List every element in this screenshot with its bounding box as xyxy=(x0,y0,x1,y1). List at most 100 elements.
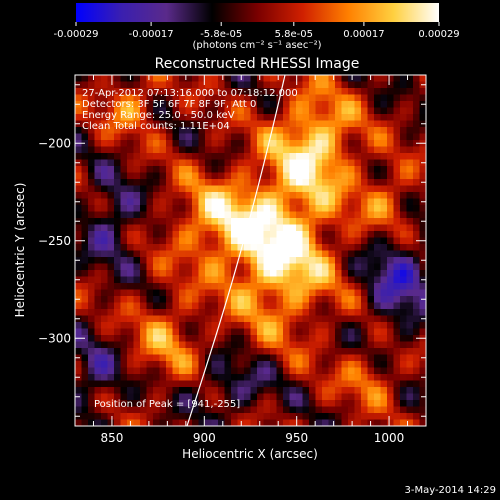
heatmap-cell xyxy=(244,348,252,356)
heatmap-cell xyxy=(328,302,336,310)
heatmap-cell xyxy=(322,127,330,135)
heatmap-cell xyxy=(250,276,258,284)
heatmap-cell xyxy=(133,380,141,388)
heatmap-cell xyxy=(185,75,193,83)
heatmap-cell xyxy=(75,211,83,219)
heatmap-cell xyxy=(335,146,343,154)
heatmap-cell xyxy=(133,205,141,213)
heatmap-cell xyxy=(309,159,317,167)
heatmap-cell xyxy=(198,185,206,193)
heatmap-cell xyxy=(107,205,115,213)
heatmap-cell xyxy=(198,315,206,323)
heatmap-cell xyxy=(419,328,426,336)
heatmap-cell xyxy=(244,185,252,193)
heatmap-cell xyxy=(101,387,109,395)
heatmap-cell xyxy=(218,283,226,291)
heatmap-cell xyxy=(276,302,284,310)
heatmap-cell xyxy=(205,88,213,96)
heatmap-cell xyxy=(413,211,421,219)
heatmap-cell xyxy=(237,361,245,369)
heatmap-cell xyxy=(166,146,174,154)
heatmap-cell xyxy=(211,419,219,426)
heatmap-cell xyxy=(387,185,395,193)
heatmap-cell xyxy=(289,231,297,239)
heatmap-cell xyxy=(94,140,102,148)
heatmap-cell xyxy=(419,205,426,213)
heatmap-cell xyxy=(192,101,200,109)
heatmap-cell xyxy=(315,328,323,336)
heatmap-cell xyxy=(380,270,388,278)
heatmap-cell xyxy=(354,283,362,291)
heatmap-cell xyxy=(374,218,382,226)
heatmap-cell xyxy=(205,94,213,102)
heatmap-cell xyxy=(270,185,278,193)
heatmap-cell xyxy=(315,270,323,278)
heatmap-cell xyxy=(120,146,128,154)
heatmap-cell xyxy=(120,166,128,174)
heatmap-cell xyxy=(309,400,317,408)
heatmap-cell xyxy=(179,387,187,395)
heatmap-cell xyxy=(348,413,356,421)
heatmap-cell xyxy=(101,367,109,375)
heatmap-cell xyxy=(218,374,226,382)
heatmap-cell xyxy=(127,231,135,239)
heatmap-cell xyxy=(309,367,317,375)
heatmap-cell xyxy=(374,257,382,265)
heatmap-cell xyxy=(146,166,154,174)
heatmap-cell xyxy=(140,283,148,291)
heatmap-cell xyxy=(146,140,154,148)
heatmap-cell xyxy=(244,400,252,408)
heatmap-cell xyxy=(354,400,362,408)
heatmap-cell xyxy=(224,218,232,226)
heatmap-cell xyxy=(88,75,96,83)
heatmap-cell xyxy=(348,406,356,414)
heatmap-cell xyxy=(120,341,128,349)
heatmap-cell xyxy=(276,179,284,187)
heatmap-cell xyxy=(419,263,426,271)
heatmap-cell xyxy=(198,166,206,174)
heatmap-cell xyxy=(88,218,96,226)
heatmap-cell xyxy=(166,205,174,213)
heatmap-cell xyxy=(257,166,265,174)
heatmap-cell xyxy=(374,322,382,330)
heatmap-cell xyxy=(192,341,200,349)
heatmap-cell xyxy=(172,127,180,135)
heatmap-cell xyxy=(276,218,284,226)
heatmap-cell xyxy=(133,218,141,226)
heatmap-cell xyxy=(354,244,362,252)
heatmap-cell xyxy=(419,127,426,135)
heatmap-cell xyxy=(367,289,375,297)
heatmap-cell xyxy=(237,94,245,102)
heatmap-cell xyxy=(211,114,219,122)
heatmap-cell xyxy=(172,88,180,96)
heatmap-cell xyxy=(413,419,421,426)
heatmap-cell xyxy=(114,94,122,102)
heatmap-cell xyxy=(270,159,278,167)
heatmap-cell xyxy=(192,205,200,213)
heatmap-cell xyxy=(296,335,304,343)
x-tick-label: 900 xyxy=(193,431,216,445)
heatmap-cell xyxy=(120,302,128,310)
heatmap-cell xyxy=(406,250,414,258)
heatmap-cell xyxy=(367,361,375,369)
heatmap-cell xyxy=(367,224,375,232)
heatmap-cell xyxy=(263,205,271,213)
heatmap-cell xyxy=(101,224,109,232)
heatmap-cell xyxy=(88,315,96,323)
heatmap-cell xyxy=(257,276,265,284)
heatmap-cell xyxy=(348,309,356,317)
heatmap-cell xyxy=(101,88,109,96)
heatmap-cell xyxy=(289,393,297,401)
heatmap-cell xyxy=(192,302,200,310)
heatmap-cell xyxy=(133,231,141,239)
heatmap-cell xyxy=(335,127,343,135)
heatmap-cell xyxy=(120,419,128,426)
heatmap-cell xyxy=(257,185,265,193)
heatmap-cell xyxy=(406,205,414,213)
heatmap-cell xyxy=(140,374,148,382)
heatmap-cell xyxy=(341,309,349,317)
heatmap-cell xyxy=(309,218,317,226)
heatmap-cell xyxy=(88,322,96,330)
heatmap-cell xyxy=(166,114,174,122)
heatmap-cell xyxy=(250,335,258,343)
